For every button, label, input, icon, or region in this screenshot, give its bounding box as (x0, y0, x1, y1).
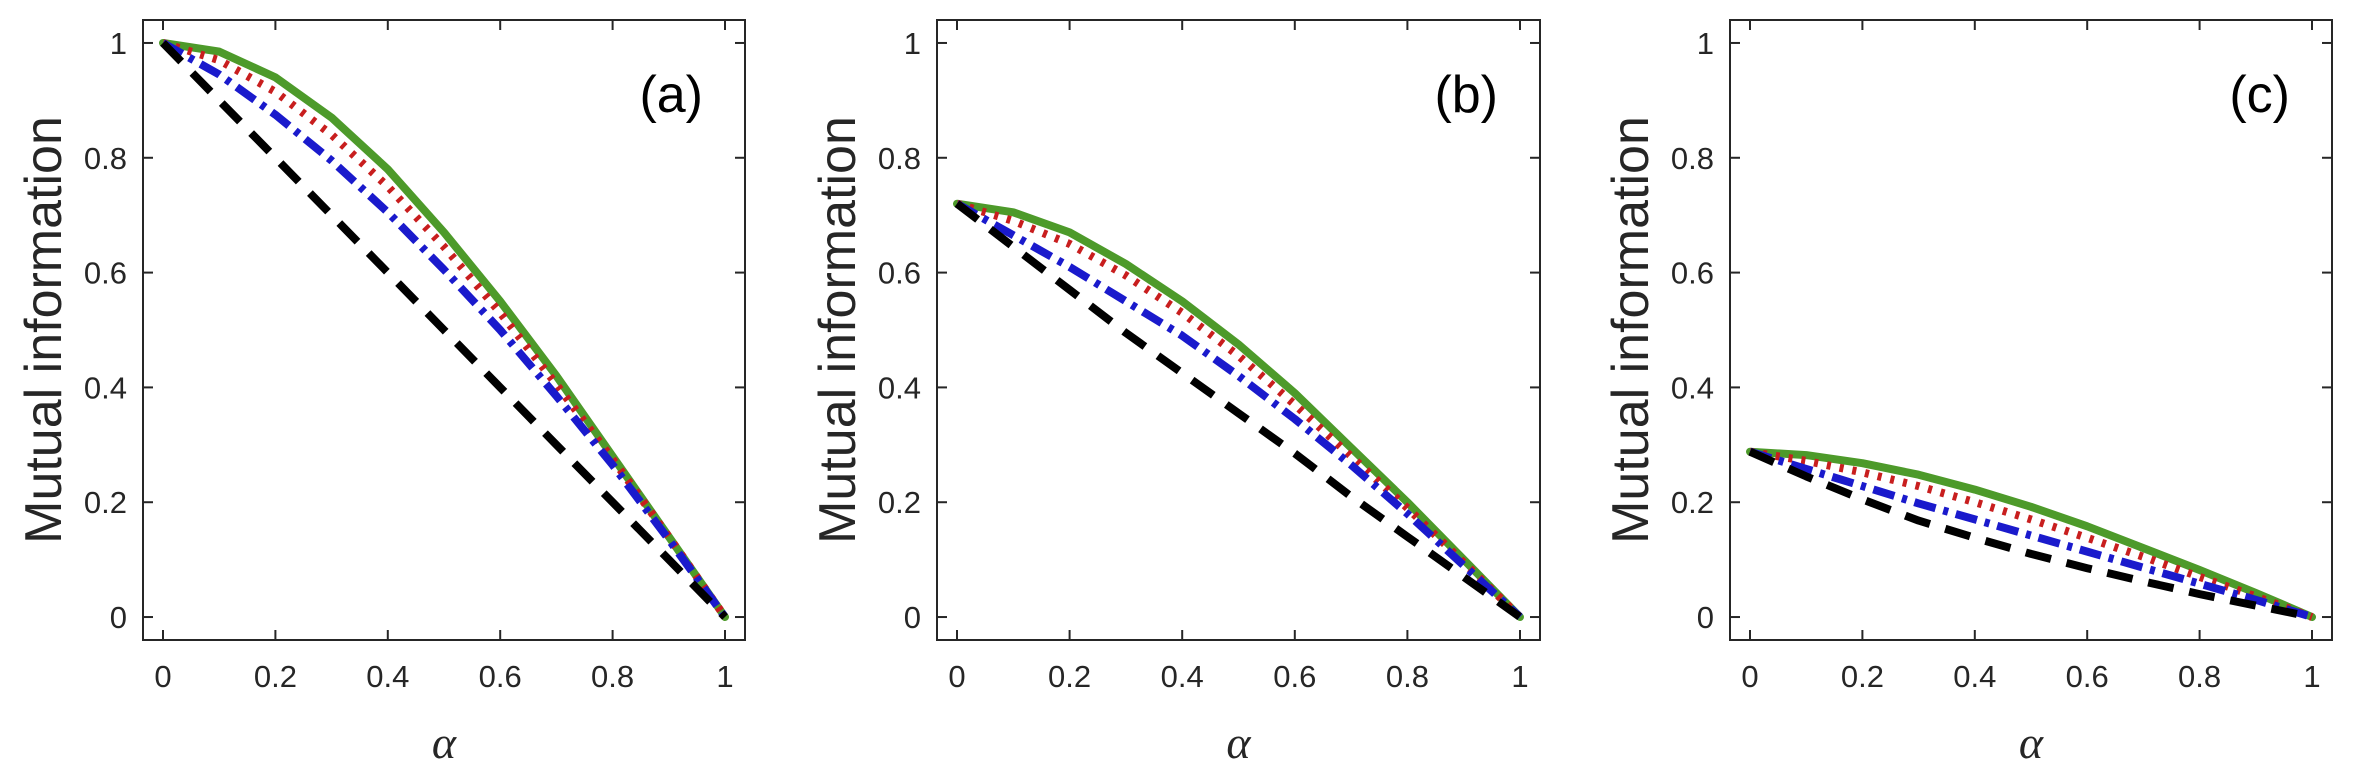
x-tick-label: 0.4 (1161, 659, 1204, 694)
y-tick-label: 0.4 (878, 370, 921, 405)
axes-frame (1729, 19, 2333, 641)
series-line-dotted (161, 39, 729, 620)
panel-label: (c) (2229, 66, 2290, 124)
series-line-dash-dot (955, 200, 1523, 620)
x-tick-label: 1 (1511, 659, 1528, 694)
series-line-dashed (160, 40, 728, 620)
chart-panel-2: 0 0.2 0.4 0.6 0.8 1 0 0.2 0.4 0.6 0.8 1 (b) α Mutual i… (809, 19, 1541, 768)
y-axis-label: Mutual information (809, 116, 867, 544)
chart-panel-1: 0 0.2 0.4 0.6 0.8 1 0 0.2 0.4 0.6 0.8 1 (a) α Mutual i… (15, 19, 746, 768)
y-tick-label: 0.4 (84, 370, 127, 405)
series-line-solid (159, 39, 729, 621)
x-tick-label: 0 (154, 659, 171, 694)
y-tick-label: 0.2 (84, 485, 127, 520)
y-tick-label: 1 (904, 26, 921, 61)
y-tick-label: 0 (1697, 600, 1714, 635)
y-tick-label: 0.8 (878, 141, 921, 176)
x-tick-label: 0.8 (591, 659, 634, 694)
x-tick-label: 0 (948, 659, 965, 694)
x-tick-label: 0.4 (1953, 659, 1996, 694)
series-line-dash-dot (161, 39, 729, 620)
y-tick-label: 0.6 (84, 256, 127, 291)
x-axis-label: α (432, 717, 457, 768)
y-tick-label: 0.2 (878, 485, 921, 520)
x-tick-label: 0.2 (1048, 659, 1091, 694)
x-tick-label: 0.2 (1841, 659, 1884, 694)
y-tick-label: 0.6 (1671, 256, 1714, 291)
y-axis-label: Mutual information (15, 116, 73, 544)
x-axis-label: α (1226, 717, 1251, 768)
series-line-dashed (1748, 448, 2313, 621)
series-line-dashed (954, 200, 1523, 621)
x-tick-label: 0.8 (2178, 659, 2221, 694)
panel-label: (b) (1434, 66, 1498, 124)
x-tick-label: 0.4 (366, 659, 409, 694)
series-line-solid (1746, 447, 2316, 621)
x-tick-label: 0.8 (1386, 659, 1429, 694)
x-tick-label: 0.2 (254, 659, 297, 694)
chart-panel-3: 0 0.2 0.4 0.6 0.8 1 0 0.2 0.4 0.6 0.8 1 (c) α Mutual i… (1602, 19, 2333, 768)
axes-frame (142, 19, 746, 641)
x-tick-label: 0.6 (2066, 659, 2109, 694)
y-tick-label: 0.4 (1671, 370, 1714, 405)
x-tick-label: 1 (716, 659, 733, 694)
y-tick-label: 1 (1697, 26, 1714, 61)
x-tick-label: 0 (1741, 659, 1758, 694)
series-line-dotted (1749, 447, 2314, 621)
y-tick-label: 0.8 (1671, 141, 1714, 176)
y-tick-label: 0 (904, 600, 921, 635)
axes-frame (936, 19, 1541, 641)
y-tick-label: 0.2 (1671, 485, 1714, 520)
x-tick-label: 0.6 (1273, 659, 1316, 694)
y-axis-label: Mutual information (1602, 116, 1660, 544)
x-tick-label: 0.6 (479, 659, 522, 694)
y-tick-label: 0.6 (878, 256, 921, 291)
y-tick-label: 1 (110, 26, 127, 61)
x-axis-label: α (2019, 717, 2044, 768)
series-line-dash-dot (1748, 447, 2314, 621)
y-tick-label: 0 (110, 600, 127, 635)
y-tick-label: 0.8 (84, 141, 127, 176)
x-tick-label: 1 (2303, 659, 2320, 694)
panel-label: (a) (639, 66, 703, 124)
